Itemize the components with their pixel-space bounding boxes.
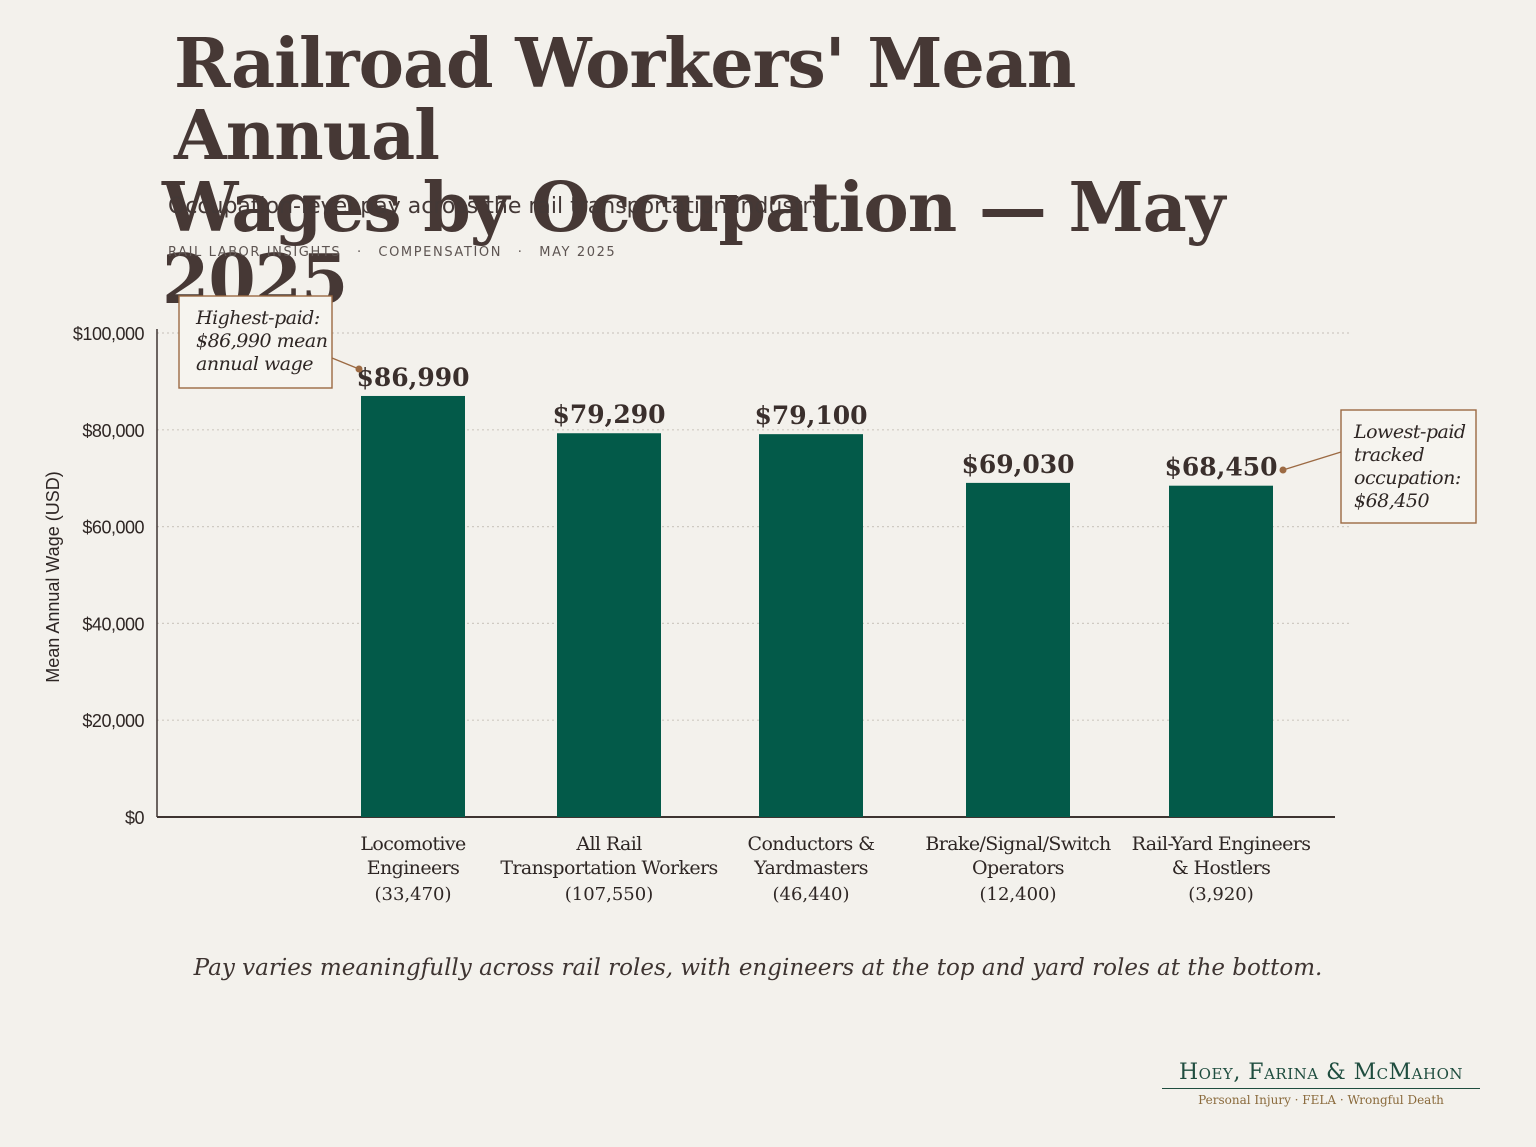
bars <box>361 395 1273 817</box>
x-tick-label: All Rail <box>575 833 642 855</box>
annotation-text: Highest-paid: <box>195 307 320 329</box>
data-label: $79,100 <box>754 401 867 430</box>
bar <box>361 395 465 817</box>
chart-footnote: Pay varies meaningfully across rail role… <box>193 955 1323 981</box>
grid-lines <box>157 332 1350 721</box>
x-tick-label: Locomotive <box>360 833 466 855</box>
x-tick-count: (3,920) <box>1188 884 1254 905</box>
meta-separator: · <box>356 245 363 260</box>
annotation-text: $86,990 mean <box>196 330 327 352</box>
y-tick-label: $40,000 <box>82 614 144 634</box>
axes: $0 $20,000 $40,000 $60,000 $80,000 $100,000 Me… <box>43 324 1335 828</box>
x-tick-count: (107,550) <box>565 884 653 905</box>
data-label: $79,290 <box>552 400 665 429</box>
x-tick-label: Transportation Workers <box>500 857 717 879</box>
y-tick-label: $60,000 <box>82 518 144 538</box>
x-tick-label: Engineers <box>367 857 460 879</box>
chart-title: Railroad Workers' Mean Annual Wages by O… <box>162 28 1362 316</box>
y-tick-label: $80,000 <box>82 421 144 441</box>
annotation-leader <box>1282 451 1342 471</box>
x-tick-count: (12,400) <box>979 884 1056 905</box>
chart-subtitle: Occupation-level pay across the rail tra… <box>168 194 825 219</box>
x-tick-label: Conductors & <box>748 833 876 855</box>
annotation-text: Lowest-paid <box>1353 421 1466 443</box>
brand-logo: Hoey, Farina & McMahon Personal Injury ·… <box>1162 1060 1480 1107</box>
meta-line: RAIL LABOR INSIGHTS · COMPENSATION · MAY… <box>168 245 616 260</box>
meta-source: RAIL LABOR INSIGHTS <box>168 245 342 260</box>
bar <box>1169 485 1273 817</box>
bar <box>966 482 1070 817</box>
y-tick-label: $100,000 <box>73 324 145 344</box>
annotation-text: tracked <box>1354 444 1424 466</box>
annotation-text: $68,450 <box>1354 490 1429 512</box>
annotation-leader <box>331 357 360 370</box>
meta-date: MAY 2025 <box>539 245 617 260</box>
x-tick-label: Operators <box>972 857 1064 879</box>
data-label: $68,450 <box>1164 453 1277 482</box>
data-label: $69,030 <box>961 450 1074 479</box>
y-tick-label: $20,000 <box>82 711 144 731</box>
annotation-box <box>1340 409 1477 524</box>
x-tick-count: (33,470) <box>374 884 451 905</box>
annotation-box <box>178 295 333 389</box>
x-tick-label: & Hostlers <box>1172 857 1271 879</box>
annotation-text: annual wage <box>196 353 313 375</box>
annotation-text: occupation: <box>1354 467 1461 489</box>
annotation-dot <box>355 365 363 373</box>
meta-separator: · <box>517 245 524 260</box>
data-label: $86,990 <box>356 363 469 392</box>
x-tick-label: Yardmasters <box>753 857 868 879</box>
meta-category: COMPENSATION <box>378 245 503 260</box>
x-tick-count: (46,440) <box>772 884 849 905</box>
bar <box>557 433 661 817</box>
brand-name: Hoey, Farina & McMahon <box>1162 1060 1480 1089</box>
x-tick-label: Brake/Signal/Switch <box>925 833 1111 855</box>
brand-tagline: Personal Injury · FELA · Wrongful Death <box>1198 1093 1444 1107</box>
x-tick-label: Rail-Yard Engineers <box>1132 833 1311 855</box>
title-line-1: Railroad Workers' Mean Annual <box>174 24 1076 176</box>
y-axis-title: Mean Annual Wage (USD) <box>43 471 63 682</box>
y-tick-label: $0 <box>125 808 145 828</box>
bar <box>759 434 863 817</box>
annotation-dot <box>1279 466 1287 474</box>
